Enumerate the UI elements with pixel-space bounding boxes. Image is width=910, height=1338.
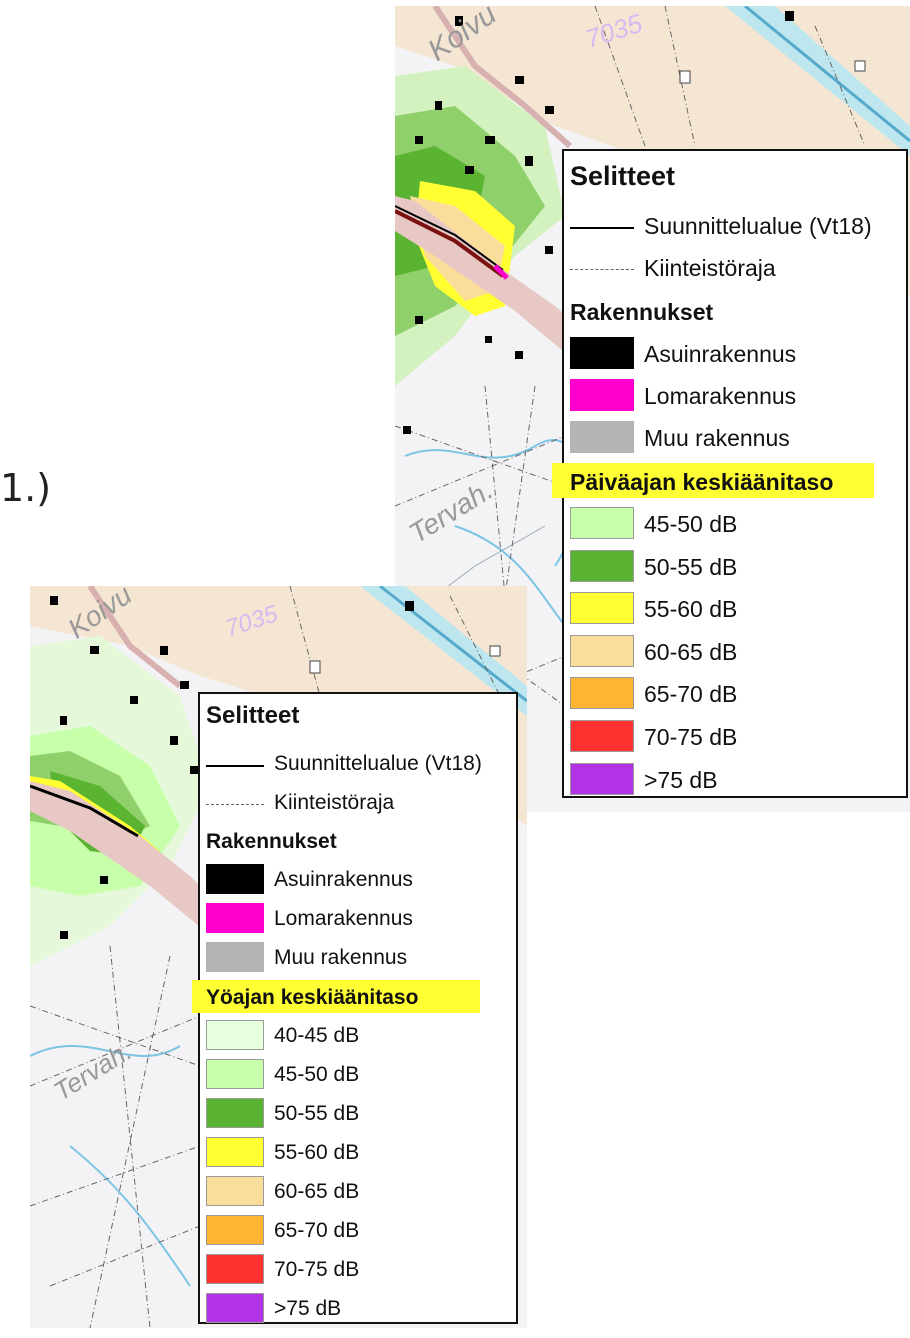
buildings-heading: Rakennukset: [570, 299, 714, 325]
building-swatch: [206, 903, 264, 933]
noise-swatch: [206, 1098, 264, 1128]
noise-level-label: 45-50 dB: [274, 1063, 360, 1086]
noise-swatch: [570, 592, 634, 625]
building-swatch: [570, 421, 634, 453]
noise-swatch: [206, 1293, 264, 1323]
highlighter-mark: [192, 980, 480, 1013]
legend-line-label: Suunnittelualue (Vt18): [644, 213, 872, 239]
noise-swatch: [206, 1059, 264, 1089]
noise-level-label: 55-60 dB: [644, 596, 738, 623]
noise-level-label: 60-65 dB: [644, 638, 738, 665]
building-swatch: [570, 379, 634, 411]
legend-line-label: Suunnittelualue (Vt18): [274, 752, 482, 775]
noise-swatch: [570, 634, 634, 667]
legend-night: Selitteet Suunnittelualue (Vt18) Kiinteist…: [192, 692, 518, 1324]
noise-level-label: >75 dB: [644, 766, 718, 793]
building-label: Muu rakennus: [274, 946, 408, 969]
noise-level-label: >75 dB: [274, 1297, 342, 1320]
building-label: Asuinrakennus: [274, 868, 413, 891]
building-swatch: [570, 337, 634, 369]
noise-level-heading: Päiväajan keskiäänitaso: [570, 469, 834, 495]
building-swatch: [206, 942, 264, 972]
building-label: Asuinrakennus: [644, 341, 797, 367]
noise-level-label: 70-75 dB: [274, 1258, 360, 1281]
noise-swatch: [570, 677, 634, 710]
night-noise-map: 7035 Koivu Tervah. Selitteet Suunnittelua…: [30, 586, 527, 1328]
noise-level-label: 45-50 dB: [644, 511, 738, 537]
noise-level-label: 50-55 dB: [644, 553, 738, 580]
planning-area-line-symbol: [206, 764, 264, 767]
buildings-heading: Rakennukset: [206, 830, 337, 853]
property-boundary-line-symbol: [570, 268, 634, 270]
noise-swatch: [206, 1176, 264, 1206]
building-label: Lomarakennus: [274, 907, 413, 930]
noise-swatch: [570, 549, 634, 582]
noise-level-label: 50-55 dB: [274, 1102, 360, 1125]
building-label: Lomarakennus: [644, 383, 797, 409]
figure-number-label: 1.): [0, 466, 52, 510]
daytime-noise-map: 7035 Koivu Tervah. Selitteet Suunnittelua…: [395, 6, 910, 812]
noise-level-label: 70-75 dB: [644, 724, 738, 750]
noise-swatch: [206, 1254, 264, 1284]
building-label: Muu rakennus: [644, 425, 790, 451]
noise-level-label: 55-60 dB: [274, 1141, 360, 1164]
noise-swatch: [570, 720, 634, 752]
legend-line-label: Kiinteistöraja: [274, 791, 395, 814]
noise-level-label: 40-45 dB: [274, 1024, 360, 1047]
noise-level-label: 65-70 dB: [274, 1219, 360, 1242]
planning-area-line-symbol: [570, 226, 634, 229]
noise-swatch: [206, 1020, 264, 1050]
legend-daytime: Selitteet Suunnittelualue (Vt18) Kiinteist…: [552, 149, 908, 798]
noise-level-heading: Yöajan keskiäänitaso: [206, 986, 419, 1009]
noise-swatch: [206, 1137, 264, 1167]
legend-title: Selitteet: [206, 702, 300, 729]
building-swatch: [206, 864, 264, 894]
noise-level-label: 65-70 dB: [644, 681, 738, 708]
highlighter-mark: [552, 463, 874, 498]
noise-level-label: 60-65 dB: [274, 1180, 360, 1203]
legend-title: Selitteet: [570, 161, 676, 191]
noise-swatch: [570, 507, 634, 539]
property-boundary-line-symbol: [206, 803, 264, 805]
noise-swatch: [570, 762, 634, 795]
noise-swatch: [206, 1215, 264, 1245]
legend-line-label: Kiinteistöraja: [644, 255, 776, 281]
